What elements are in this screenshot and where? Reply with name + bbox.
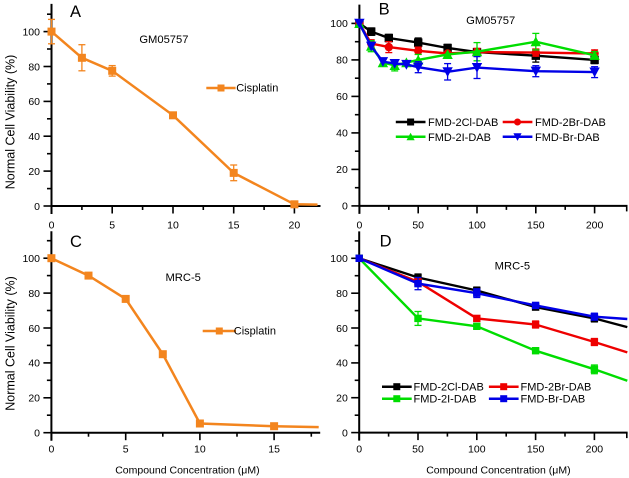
svg-text:Compound Concentration (μM): Compound Concentration (μM)	[426, 465, 570, 477]
svg-text:FMD-2I-DAB: FMD-2I-DAB	[428, 132, 491, 144]
svg-text:Normal Cell Viability (%): Normal Cell Viability (%)	[4, 276, 18, 411]
svg-text:20: 20	[28, 393, 40, 405]
svg-text:50: 50	[412, 220, 424, 232]
svg-text:40: 40	[28, 358, 40, 370]
svg-text:40: 40	[336, 358, 348, 370]
svg-text:60: 60	[336, 91, 348, 103]
svg-text:FMD-2Br-DAB: FMD-2Br-DAB	[535, 117, 606, 129]
svg-text:0: 0	[356, 220, 362, 232]
svg-text:FMD-2Br-DAB: FMD-2Br-DAB	[521, 382, 592, 394]
svg-text:60: 60	[336, 323, 348, 335]
svg-text:0: 0	[34, 428, 40, 440]
svg-text:Normal Cell Viability (%): Normal Cell Viability (%)	[4, 55, 18, 190]
svg-text:200: 200	[586, 220, 604, 232]
svg-text:FMD-2I-DAB: FMD-2I-DAB	[414, 394, 477, 406]
svg-text:0: 0	[48, 444, 54, 456]
svg-text:50: 50	[412, 444, 424, 456]
svg-text:100: 100	[468, 220, 486, 232]
svg-text:150: 150	[527, 220, 545, 232]
svg-text:15: 15	[228, 220, 240, 232]
svg-text:100: 100	[468, 444, 486, 456]
svg-text:GM05757: GM05757	[466, 15, 515, 27]
svg-text:100: 100	[22, 253, 40, 265]
svg-text:80: 80	[336, 55, 348, 67]
svg-text:100: 100	[330, 18, 348, 30]
svg-text:Cisplatin: Cisplatin	[234, 326, 276, 338]
svg-text:D: D	[380, 232, 392, 250]
svg-text:0: 0	[356, 444, 362, 456]
svg-text:0: 0	[342, 201, 348, 213]
svg-text:C: C	[70, 233, 82, 251]
svg-text:60: 60	[28, 96, 40, 108]
svg-text:20: 20	[28, 166, 40, 178]
svg-text:Cisplatin: Cisplatin	[236, 83, 278, 95]
svg-text:80: 80	[336, 288, 348, 300]
svg-text:100: 100	[330, 253, 348, 265]
svg-text:Compound Concentration (μM): Compound Concentration (μM)	[115, 465, 259, 477]
svg-text:FMD-Br-DAB: FMD-Br-DAB	[535, 132, 600, 144]
svg-text:MRC-5: MRC-5	[495, 260, 530, 272]
svg-text:5: 5	[109, 220, 115, 232]
svg-text:FMD-2Cl-DAB: FMD-2Cl-DAB	[428, 117, 498, 129]
svg-text:40: 40	[28, 131, 40, 143]
svg-text:100: 100	[22, 26, 40, 38]
svg-text:40: 40	[336, 128, 348, 140]
svg-text:200: 200	[586, 444, 604, 456]
svg-text:20: 20	[336, 393, 348, 405]
svg-text:5: 5	[123, 444, 129, 456]
svg-text:150: 150	[527, 444, 545, 456]
svg-text:FMD-2Cl-DAB: FMD-2Cl-DAB	[414, 382, 484, 394]
svg-text:20: 20	[289, 220, 301, 232]
svg-text:80: 80	[28, 288, 40, 300]
svg-text:B: B	[379, 0, 390, 18]
svg-text:0: 0	[34, 201, 40, 213]
svg-text:A: A	[70, 3, 81, 21]
svg-text:0: 0	[49, 220, 55, 232]
svg-text:FMD-Br-DAB: FMD-Br-DAB	[521, 394, 586, 406]
svg-text:80: 80	[28, 61, 40, 73]
svg-text:0: 0	[342, 427, 348, 439]
svg-text:20: 20	[336, 164, 348, 176]
svg-text:10: 10	[194, 444, 206, 456]
svg-text:MRC-5: MRC-5	[165, 272, 200, 284]
svg-text:GM05757: GM05757	[139, 34, 188, 46]
svg-text:10: 10	[167, 220, 179, 232]
svg-text:15: 15	[268, 444, 280, 456]
svg-text:60: 60	[28, 323, 40, 335]
